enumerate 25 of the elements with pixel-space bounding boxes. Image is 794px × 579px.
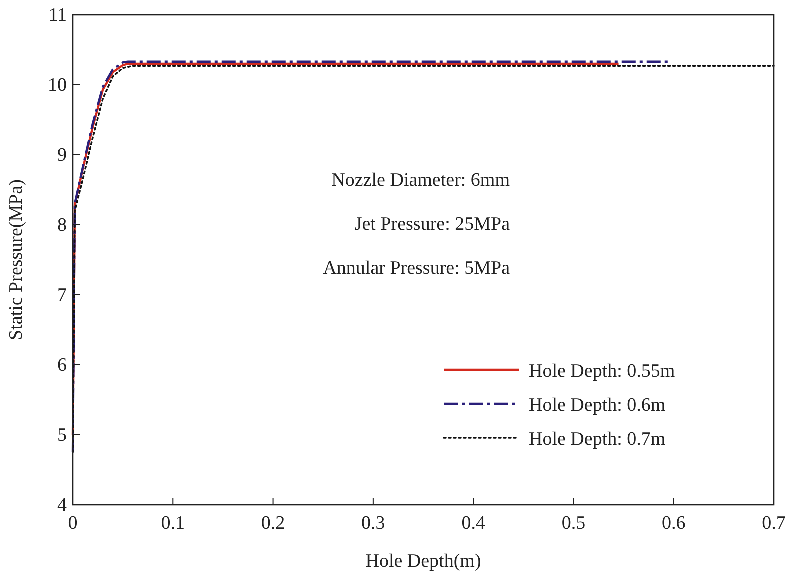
y-tick-label: 11: [48, 5, 67, 26]
annotation: Jet Pressure: 25MPa: [354, 214, 511, 235]
y-tick-label: 4: [58, 495, 68, 516]
legend-label: Hole Depth: 0.6m: [529, 395, 666, 416]
x-axis-title: Hole Depth(m): [366, 551, 482, 572]
y-tick-label: 9: [58, 145, 67, 166]
x-tick-label: 0.5: [562, 513, 586, 534]
x-tick-label: 0.7: [762, 513, 786, 534]
x-tick-label: 0.6: [662, 513, 686, 534]
y-tick-label: 5: [58, 425, 67, 446]
x-tick-label: 0.1: [161, 513, 186, 534]
legend-label: Hole Depth: 0.7m: [529, 429, 666, 450]
y-tick-label: 10: [48, 75, 67, 96]
y-tick-label: 6: [58, 355, 67, 376]
x-tick-label: 0: [68, 513, 78, 534]
line-series: [72, 65, 775, 454]
legend-label: Hole Depth: 0.55m: [529, 361, 676, 382]
x-tick-label: 0.3: [362, 513, 386, 534]
annotation: Annular Pressure: 5MPa: [323, 258, 511, 279]
x-tick-label: 0.4: [462, 513, 486, 534]
y-tick-label: 7: [58, 285, 67, 306]
x-tick-label: 0.2: [261, 513, 286, 534]
y-axis-title: Static Pressure(MPa): [6, 180, 27, 340]
annotation: Nozzle Diameter: 6mm: [332, 170, 510, 191]
y-tick-label: 8: [58, 215, 67, 236]
